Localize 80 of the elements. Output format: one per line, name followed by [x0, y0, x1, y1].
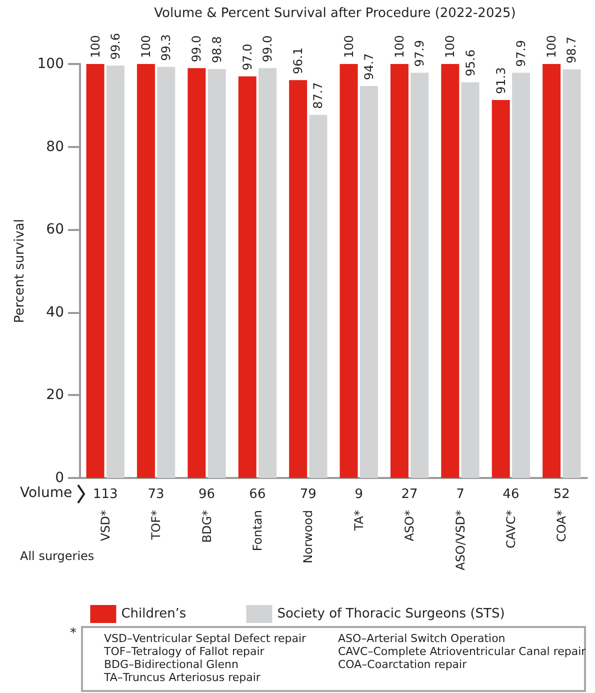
x-tick-label: BDG* — [200, 510, 214, 543]
data-label: 91.3 — [494, 67, 508, 94]
y-tick-label: 40 — [46, 304, 64, 320]
bar — [410, 72, 429, 478]
data-label: 99.0 — [190, 35, 204, 62]
text: CAVC–Complete Atrioventricular Canal repair — [338, 645, 586, 658]
bar — [208, 68, 226, 478]
x-tick-label: CAVC* — [504, 510, 518, 548]
text: TOF–Tetralogy of Fallot repair — [103, 645, 265, 658]
x-tick-label: Fontan — [250, 510, 264, 552]
text: COA–Coarctation repair — [338, 658, 468, 671]
y-axis-title: Percent survival — [12, 219, 28, 323]
bar — [461, 82, 480, 478]
x-tick-label: VSD* — [98, 510, 112, 542]
text: * — [70, 626, 77, 641]
bar — [106, 66, 124, 478]
y-tick-label: 60 — [46, 222, 64, 238]
data-label: 87.7 — [311, 82, 326, 109]
text: VSD–Ventricular Septal Defect repair — [104, 632, 307, 645]
data-label: 97.9 — [514, 40, 528, 67]
data-label: 100 — [342, 35, 356, 58]
data-label: 97.0 — [240, 44, 254, 70]
bar — [360, 86, 378, 478]
data-label: 100 — [138, 35, 153, 58]
y-tick-label: 20 — [46, 387, 64, 404]
data-label: 95.6 — [463, 49, 478, 76]
x-tick-label: ASO* — [402, 510, 417, 542]
x-tick-label: COA* — [554, 510, 569, 542]
data-label: 96.1 — [291, 47, 306, 74]
bar — [238, 76, 256, 478]
bar — [289, 80, 308, 478]
bar — [390, 64, 408, 478]
bar — [340, 64, 358, 478]
bar — [258, 68, 277, 478]
chart-title: Volume & Percent Survival after Procedure (2022-2025) — [154, 6, 516, 21]
data-label: 98.7 — [564, 36, 579, 64]
text: 9 — [354, 487, 363, 502]
bar — [542, 64, 561, 478]
text: 79 — [300, 487, 316, 502]
bar — [86, 64, 104, 478]
bar — [492, 100, 510, 478]
data-label: 100 — [88, 35, 102, 58]
legend-label: Children’s — [121, 606, 186, 622]
text: TA–Truncus Arteriosus repair — [103, 671, 261, 684]
data-label: 94.7 — [362, 53, 376, 80]
text: 52 — [553, 487, 570, 502]
bar — [157, 66, 176, 478]
bar — [441, 64, 460, 478]
data-label: 99.6 — [108, 32, 122, 60]
data-label: 99.3 — [159, 34, 174, 61]
x-tick-label: Norwood — [301, 510, 316, 564]
text: ASO–Arterial Switch Operation — [338, 632, 506, 645]
bar — [188, 68, 206, 478]
bar — [562, 69, 581, 478]
x-tick-label: ASO/VSD* — [453, 510, 468, 570]
text: 113 — [92, 487, 118, 502]
bar — [136, 64, 155, 478]
text: Volume — [20, 485, 72, 501]
legend-label: Society of Thoracic Surgeons (STS) — [277, 606, 505, 622]
bar — [309, 114, 328, 478]
y-tick-label: 100 — [37, 56, 64, 72]
text: 73 — [148, 487, 164, 502]
y-tick-label: 0 — [55, 470, 64, 486]
text: 27 — [401, 487, 418, 502]
text: 66 — [249, 487, 266, 502]
x-tick-label: TOF* — [149, 510, 164, 541]
data-label: 99.0 — [260, 35, 275, 62]
data-label: 97.9 — [412, 40, 427, 67]
text: All surgeries — [20, 549, 94, 563]
data-label: 100 — [443, 35, 458, 58]
text: 96 — [198, 487, 216, 502]
bar — [512, 72, 530, 478]
x-tick-label: TA* — [352, 510, 366, 532]
data-label: 100 — [392, 35, 406, 58]
data-label: 100 — [544, 35, 559, 58]
text: BDG–Bidirectional Glenn — [104, 658, 238, 671]
text: 46 — [502, 487, 520, 502]
y-tick-label: 80 — [46, 138, 64, 155]
text: 7 — [456, 487, 464, 502]
data-label: 98.8 — [210, 36, 224, 63]
